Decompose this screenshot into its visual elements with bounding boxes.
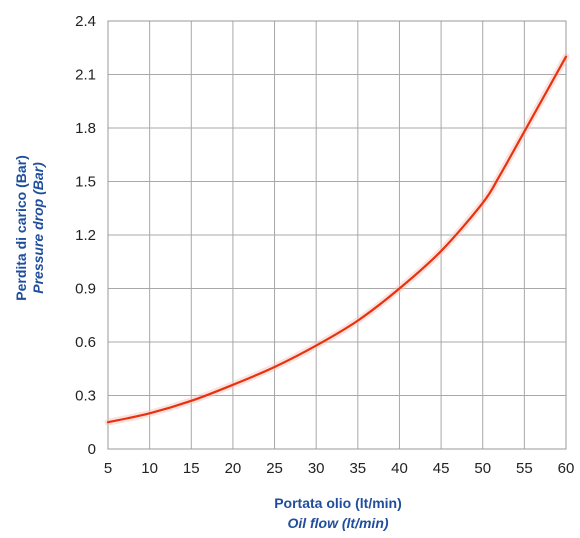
series-line-glow: [104, 53, 570, 426]
x-tick-label: 55: [516, 460, 533, 477]
x-tick-label: 10: [141, 460, 158, 477]
x-axis-title-english: Oil flow (lt/min): [287, 515, 388, 531]
x-tick-label: 20: [225, 460, 242, 477]
x-tick-label: 5: [104, 460, 112, 477]
x-tick-label: 50: [474, 460, 491, 477]
plot-frame: [107, 20, 567, 450]
x-tick-label: 60: [558, 460, 575, 477]
y-tick-label: 2.1: [75, 67, 96, 84]
y-tick-label: 0.6: [75, 334, 96, 351]
y-axis-title: Perdita di carico (Bar): [13, 155, 29, 301]
y-axis-title-english: Pressure drop (Bar): [30, 162, 46, 294]
series-group: [104, 53, 570, 426]
x-axis-ticks: 5 10 15 20 25 30 35 40 45 50 55 60: [104, 460, 575, 477]
y-tick-label: 2.4: [75, 13, 96, 30]
y-tick-label: 1.8: [75, 120, 96, 137]
x-tick-label: 40: [391, 460, 408, 477]
y-tick-label: 0: [88, 441, 96, 458]
grid: [107, 20, 567, 450]
series-line: [106, 55, 568, 424]
y-axis-ticks: 0 0.3 0.6 0.9 1.2 1.5 1.8 2.1 2.4: [75, 13, 96, 458]
x-axis-title: Portata olio (lt/min): [274, 495, 402, 511]
y-tick-label: 1.5: [75, 174, 96, 191]
x-tick-label: 15: [183, 460, 200, 477]
y-tick-label: 1.2: [75, 227, 96, 244]
y-tick-label: 0.9: [75, 281, 96, 298]
x-tick-label: 45: [433, 460, 450, 477]
x-tick-label: 35: [349, 460, 366, 477]
x-tick-label: 25: [266, 460, 283, 477]
x-tick-label: 30: [308, 460, 325, 477]
y-tick-label: 0.3: [75, 388, 96, 405]
